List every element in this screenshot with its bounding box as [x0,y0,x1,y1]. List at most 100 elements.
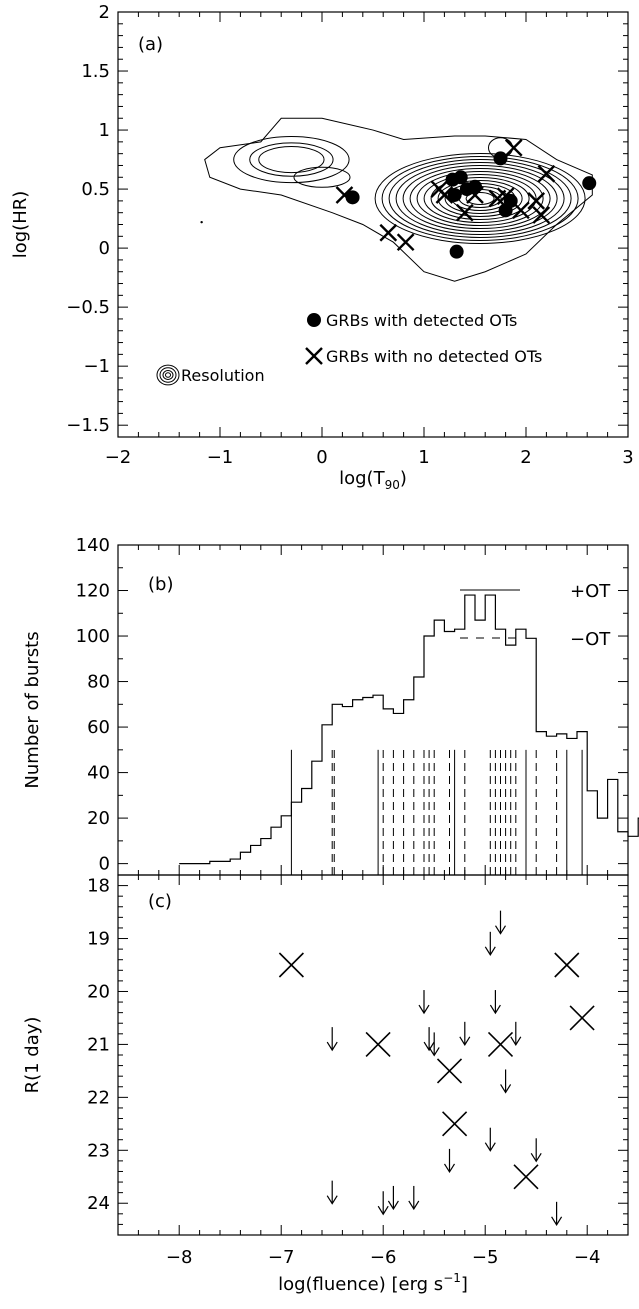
arrow-head [408,1200,420,1211]
y-tick-label: 20 [87,981,110,1002]
x-tick-label: −1 [207,447,234,468]
magnitude-cross-stroke-2 [436,1058,463,1084]
contour-long-lobe [381,156,579,242]
resolution-label: Resolution [181,366,265,385]
arrow-head [551,1216,563,1226]
x-tick-label: 2 [520,447,531,468]
panel-label: (a) [138,34,163,55]
arrow-head [443,1163,456,1174]
contour-long-lobe [423,174,537,224]
no-ot-cross [496,187,515,206]
x-tick-label: −5 [472,1247,499,1268]
x-tick-label: 1 [418,447,429,468]
resolution-ring [159,367,177,383]
y-tick-label: 19 [87,929,110,950]
contour-long-lobe [409,168,551,230]
no-ot-cross-stroke-2 [504,138,523,157]
no-ot-cross [532,206,551,224]
magnitude-cross [442,1111,468,1137]
x-axis-title-main: log(fluence) [erg s [278,1274,443,1295]
no-ot-cross-stroke-2 [537,164,556,183]
y-tick-label: 1 [99,120,110,141]
upper-limit-arrow [326,1180,338,1205]
upper-limit-arrow [530,1138,542,1163]
x-tick-label: 0 [316,447,327,468]
legend-cross-marker-stroke-2 [305,347,323,365]
magnitude-cross-stroke-2 [554,952,580,978]
no-ot-cross-stroke-2 [455,203,474,222]
y-tick-label: −1 [83,356,110,377]
upper-limit-arrow [551,1201,563,1226]
upper-limit-arrow [443,1148,456,1174]
x-tick-label: −6 [370,1247,397,1268]
y-tick-label: 100 [76,626,110,647]
magnitude-cross [569,1005,595,1031]
arrow-head [423,1041,435,1052]
detected-ot-point [493,151,508,166]
y-axis-title: log(HR) [10,191,31,259]
no-ot-cross-stroke-2 [532,206,551,224]
resolution-ring [156,364,180,386]
arrow-head [418,1004,430,1015]
upper-limit-arrow [418,990,430,1015]
upper-limit-arrow [489,990,501,1015]
legend-plus-ot-label: +OT [570,581,611,602]
y-tick-label: 120 [76,581,110,602]
magnitude-cross [365,1031,391,1057]
magnitude-cross-stroke-2 [569,1005,595,1031]
arrow-head [510,1036,522,1046]
upper-limit-arrow [377,1191,389,1216]
arrow-head [489,1004,501,1015]
y-tick-label: 0.5 [81,179,110,200]
y-tick-label: 80 [87,672,110,693]
arrow-head [326,1041,338,1052]
x-axis-title-main: log(T [339,468,385,489]
detected-ot-point [453,170,468,185]
y-tick-label: 23 [87,1140,110,1161]
x-axis-title: log(fluence) [erg s−1] [278,1271,468,1295]
y-axis-title: R(1 day) [22,1017,43,1094]
x-tick-label: 3 [622,447,633,468]
y-tick-label: 2 [99,2,110,23]
legend-dot-marker [307,313,321,327]
y-tick-label: 40 [87,763,110,784]
no-ot-cross-stroke-2 [527,192,546,210]
x-tick-label: −4 [574,1247,601,1268]
no-ot-cross [537,164,556,183]
stray-point [200,220,203,224]
y-tick-label: −0.5 [66,297,110,318]
legend-detected-label: GRBs with detected OTs [326,311,517,330]
panel-label: (c) [148,891,172,912]
panel-b-frame [117,544,629,876]
arrow-head [484,946,496,956]
resolution-symbol [156,364,180,386]
magnitude-cross [436,1058,463,1084]
no-ot-cross-stroke-2 [466,186,484,204]
resolution-ring [165,372,171,378]
upper-limit-arrow [510,1021,522,1046]
x-tick-label: −7 [268,1247,295,1268]
arrow-head [387,1200,399,1211]
y-tick-label: 60 [87,717,110,738]
arrow-head [377,1205,389,1216]
arrow-head [326,1195,338,1205]
no-ot-cross [435,186,454,204]
legend-cross-marker [305,347,323,365]
panel-c-frame [117,874,629,1236]
arrow-head [494,925,507,935]
x-axis-title: log(T90) [339,468,407,492]
panel-c-magnitude-scatter: −8 −7 −6 −5 −4 18 19 20 21 22 23 24 (c) log(fluence) … [22,874,629,1295]
upper-limit-arrow [484,1127,496,1152]
no-ot-cross [504,138,523,157]
no-ot-cross [335,186,354,204]
detected-ot-point [447,187,462,202]
panel-label: (b) [148,574,173,595]
legend-minus-ot-label: −OT [570,629,611,650]
y-tick-label: 24 [87,1193,110,1214]
upper-limit-arrow [428,1032,440,1057]
contour-long-lobe [395,162,565,236]
contour-short-lobe [249,142,334,177]
y-tick-label: 0 [99,238,110,259]
y-axis-title: Number of bursts [22,631,43,788]
arrow-head [459,1036,471,1046]
